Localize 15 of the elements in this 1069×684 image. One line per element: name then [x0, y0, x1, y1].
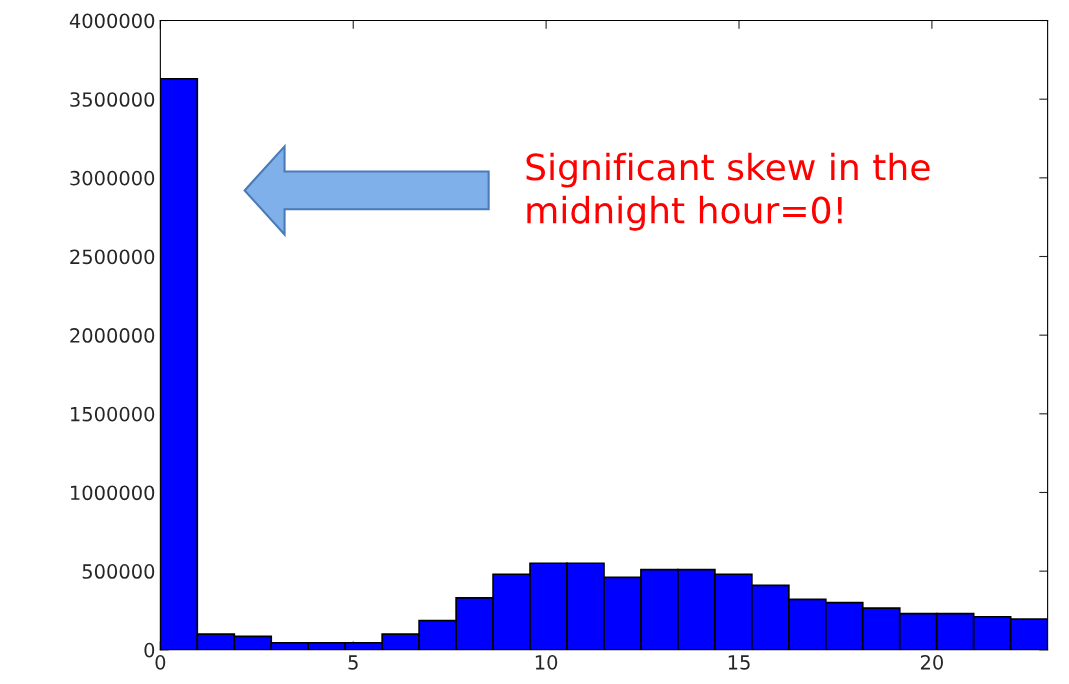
x-tick-label: 5: [348, 655, 358, 670]
y-tick-label: 4000000: [69, 13, 155, 29]
y-tick-label: 2000000: [70, 328, 155, 343]
y-tick-label: 3000000: [70, 170, 155, 186]
y-tick-label: 1500000: [71, 406, 155, 422]
annotation: Significant skew in the midnight hour=0!: [526, 152, 930, 231]
x-tick-label: 0: [155, 655, 166, 670]
y-tick-label: 0: [144, 642, 155, 658]
x-tick-label: 15: [728, 655, 750, 670]
x-tick-label: 10: [535, 655, 558, 670]
x-tick-label: 20: [920, 655, 943, 670]
y-tick-label: 2500000: [70, 249, 155, 265]
y-tick-label: 500000: [82, 564, 155, 579]
y-tick-label: 3500000: [70, 92, 155, 107]
y-tick-label: 1000000: [71, 485, 155, 501]
